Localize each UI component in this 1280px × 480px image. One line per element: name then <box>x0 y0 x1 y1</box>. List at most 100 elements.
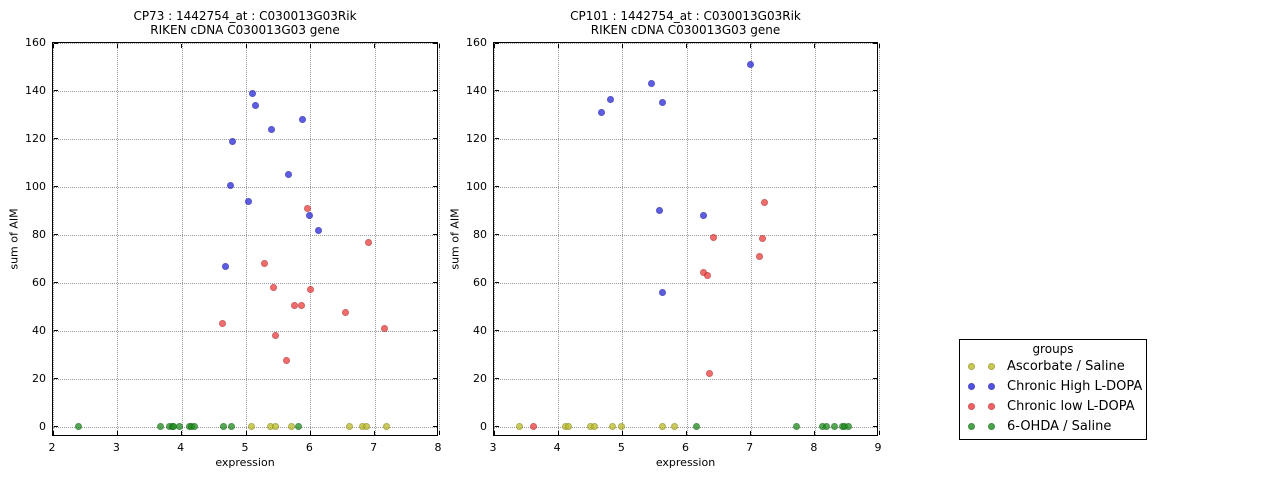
y-tick-left <box>495 138 499 140</box>
x-tick-bottom <box>52 431 54 435</box>
y-gridline <box>53 282 437 284</box>
y-tick-right <box>873 234 877 236</box>
y-tick-label: 140 <box>25 83 46 97</box>
y-tick-label: 120 <box>466 131 487 145</box>
plot-title-left: CP73 : 1442754_at : C030013G03Rik RIKEN … <box>52 9 438 37</box>
x-tick-label: 4 <box>553 441 561 454</box>
data-point <box>248 89 256 97</box>
y-gridline <box>53 186 437 188</box>
y-gridline <box>53 43 437 44</box>
data-point <box>648 80 656 88</box>
y-tick-right <box>433 234 437 236</box>
data-point <box>227 182 235 190</box>
x-tick-top <box>52 44 54 48</box>
x-gridline <box>246 43 247 435</box>
data-point <box>266 423 274 431</box>
x-tick-bottom <box>181 431 183 435</box>
y-tick-label: 120 <box>25 131 46 145</box>
y-tick-left <box>54 90 58 92</box>
y-tick-right <box>433 90 437 92</box>
data-point <box>221 262 229 270</box>
x-tick-top <box>750 44 752 48</box>
x-tick-top <box>621 44 623 48</box>
data-point <box>606 95 614 103</box>
y-tick-left <box>54 42 58 44</box>
data-point <box>656 207 664 215</box>
plot-title-line2: RIKEN cDNA C030013G03 gene <box>590 23 781 37</box>
y-tick-right <box>433 330 437 332</box>
x-tick-label: 6 <box>682 441 689 454</box>
y-gridline <box>494 138 877 140</box>
data-point <box>252 101 260 109</box>
x-tick-label: 4 <box>177 441 185 454</box>
y-tick-label: 100 <box>466 179 487 193</box>
data-point <box>598 109 606 117</box>
x-tick-label: 7 <box>370 441 378 454</box>
x-gridline <box>310 43 312 435</box>
legend-swatch-icon <box>968 382 975 390</box>
x-tick-top <box>814 44 816 48</box>
y-tick-left <box>54 378 58 380</box>
data-point <box>297 302 305 310</box>
data-point <box>191 423 199 431</box>
legend-swatch-icon <box>968 362 975 370</box>
x-tick-label: 5 <box>617 441 625 454</box>
x-tick-bottom <box>245 431 247 435</box>
x-tick-bottom <box>750 431 752 435</box>
x-tick-top <box>557 44 559 48</box>
plot-area <box>52 42 440 436</box>
y-tick-label: 40 <box>32 323 46 337</box>
data-point <box>245 197 253 205</box>
y-gridline <box>494 282 877 284</box>
data-point <box>261 260 269 268</box>
legend-title: groups <box>1032 342 1074 356</box>
x-tick-bottom <box>621 431 623 435</box>
data-point <box>793 423 801 431</box>
y-gridline <box>53 330 437 332</box>
legend-swatch-icon <box>968 422 975 430</box>
data-point <box>658 99 666 107</box>
data-point <box>844 423 852 431</box>
x-tick-label: 7 <box>746 441 754 454</box>
x-tick-top <box>309 44 311 48</box>
data-point <box>228 423 236 431</box>
y-tick-label: 0 <box>39 419 46 433</box>
data-point <box>830 423 838 431</box>
x-gridline <box>879 43 880 435</box>
y-tick-right <box>873 378 877 380</box>
data-point <box>270 284 278 292</box>
data-point <box>175 423 183 431</box>
legend-entry-label: Chronic low L-DOPA <box>1007 398 1135 414</box>
y-tick-right <box>873 186 877 188</box>
data-point <box>659 288 667 296</box>
y-tick-left <box>54 186 58 188</box>
x-tick-label: 6 <box>305 441 313 454</box>
y-tick-label: 60 <box>32 275 46 289</box>
y-tick-right <box>433 138 437 140</box>
y-tick-label: 160 <box>466 36 487 49</box>
plot-title-line1: CP73 : 1442754_at : C030013G03Rik <box>133 9 357 23</box>
data-point <box>170 423 178 431</box>
data-point <box>284 171 292 179</box>
x-gridline <box>494 43 495 435</box>
data-point <box>315 226 323 234</box>
y-gridline <box>53 138 437 140</box>
data-point <box>747 61 755 69</box>
data-point <box>247 423 255 431</box>
y-gridline <box>53 234 437 236</box>
x-tick-top <box>438 44 440 48</box>
x-tick-top <box>181 44 183 48</box>
y-tick-left <box>54 234 58 236</box>
data-point <box>755 252 763 260</box>
y-tick-left <box>495 90 499 92</box>
plot-title-line2: RIKEN cDNA C030013G03 gene <box>150 23 340 37</box>
x-gridline <box>622 43 624 435</box>
data-point <box>75 423 83 431</box>
x-tick-bottom <box>686 431 687 435</box>
x-tick-top <box>116 44 118 48</box>
y-gridline <box>494 330 877 332</box>
y-tick-right <box>433 42 437 44</box>
data-point <box>341 309 349 317</box>
data-point <box>299 116 307 124</box>
x-tick-top <box>374 44 376 48</box>
